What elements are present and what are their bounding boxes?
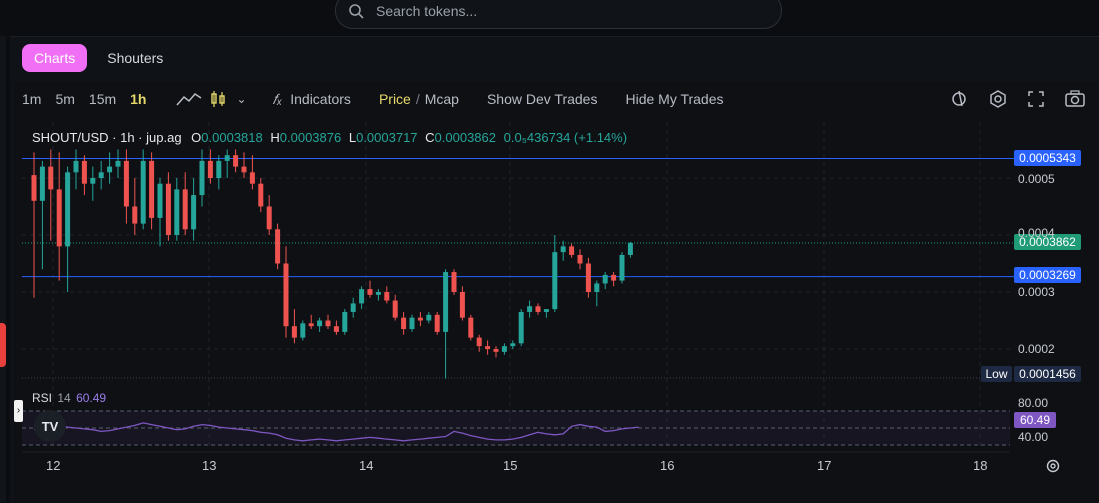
left-red-indicator[interactable]	[0, 323, 6, 367]
legend-c-label: C	[425, 130, 435, 145]
settings-icon[interactable]	[988, 89, 1008, 109]
fullscreen-icon[interactable]	[1026, 89, 1046, 109]
legend-symbol[interactable]: SHOUT/USD · 1h · jup.ag	[32, 130, 182, 145]
legend-close: 0.0003862	[434, 130, 496, 145]
x-tick-label: 15	[503, 458, 518, 473]
legend-low: 0.0003717	[356, 130, 418, 145]
legend-open: 0.0003818	[201, 130, 263, 145]
x-tick-label: 12	[46, 458, 61, 473]
top-bar	[0, 0, 1099, 36]
hide-my-trades-button[interactable]: Hide My Trades	[625, 91, 724, 107]
price-toggle[interactable]: Price	[378, 91, 411, 107]
price-tag-current: 0.0003862	[1014, 234, 1081, 250]
legend-l-label: L	[348, 130, 357, 145]
price-tag-line2: 0.0003269	[1014, 267, 1081, 283]
rsi-length: 14	[57, 391, 71, 405]
legend-h-label: H	[270, 130, 280, 145]
y-tick-label: 0.0004	[1018, 226, 1055, 240]
axis-settings-icon[interactable]	[1045, 458, 1061, 474]
price-tag-line1: 0.0005343	[1014, 150, 1081, 166]
chart-toolbar: 1m 5m 15m 1h ⌄ 𝑓ₓ Indicators Price / Mca…	[22, 88, 724, 110]
y-tick-label: 0.0003	[1018, 285, 1055, 299]
price-tag-low: 0.0001456	[1014, 366, 1081, 382]
camera-icon[interactable]	[1064, 89, 1086, 109]
legend-change: 0.0₅436734 (+1.14%)	[503, 130, 628, 145]
function-icon[interactable]: 𝑓ₓ	[272, 90, 283, 107]
chart-area[interactable]	[14, 82, 1099, 502]
toggle-separator: /	[415, 91, 420, 107]
tab-shouters[interactable]: Shouters	[107, 50, 164, 66]
rsi-value-tag: 60.49	[1014, 412, 1056, 428]
rsi-legend: RSI 14 60.49	[32, 391, 106, 405]
search-input[interactable]	[374, 1, 758, 20]
timeframe-1h[interactable]: 1h	[130, 91, 147, 107]
legend-o-label: O	[191, 130, 202, 145]
rsi-upper-label: 80.00	[1018, 396, 1049, 410]
x-tick-label: 16	[660, 458, 675, 473]
low-label: Low	[981, 366, 1012, 382]
ohlc-legend: SHOUT/USD · 1h · jup.ag O0.0003818 H0.00…	[32, 130, 627, 145]
tab-charts[interactable]: Charts	[22, 44, 88, 72]
tradingview-logo-icon[interactable]: TV	[34, 410, 66, 442]
search-icon	[349, 3, 364, 19]
timeframe-15m[interactable]: 15m	[88, 91, 117, 107]
candles-icon[interactable]	[210, 90, 226, 108]
search-box[interactable]	[335, 0, 782, 29]
panel-tabs: Charts Shouters	[22, 44, 175, 72]
y-tick-label: 0.0005	[1018, 172, 1055, 186]
x-tick-label: 17	[817, 458, 832, 473]
x-tick-label: 14	[359, 458, 374, 473]
rsi-label: RSI	[32, 391, 53, 405]
legend-high: 0.0003876	[279, 130, 342, 145]
indicators-button[interactable]: Indicators	[290, 91, 351, 107]
left-sidebar-strip	[0, 36, 6, 502]
x-tick-label: 13	[202, 458, 217, 473]
toolbar-right-icons	[950, 88, 1086, 110]
alert-icon[interactable]	[950, 89, 970, 109]
timeframe-1m[interactable]: 1m	[22, 91, 42, 107]
x-tick-label: 18	[973, 458, 988, 473]
mcap-toggle[interactable]: Mcap	[424, 91, 459, 107]
expand-chevron-button[interactable]: ›	[14, 400, 23, 422]
rsi-lower-label: 40.00	[1018, 430, 1049, 444]
chevron-down-icon[interactable]: ⌄	[236, 92, 247, 106]
y-tick-label: 0.0002	[1018, 342, 1055, 356]
timeframe-5m[interactable]: 5m	[55, 91, 75, 107]
show-dev-trades-button[interactable]: Show Dev Trades	[486, 91, 598, 107]
rsi-value: 60.49	[76, 391, 107, 405]
line-chart-icon[interactable]	[176, 91, 202, 107]
